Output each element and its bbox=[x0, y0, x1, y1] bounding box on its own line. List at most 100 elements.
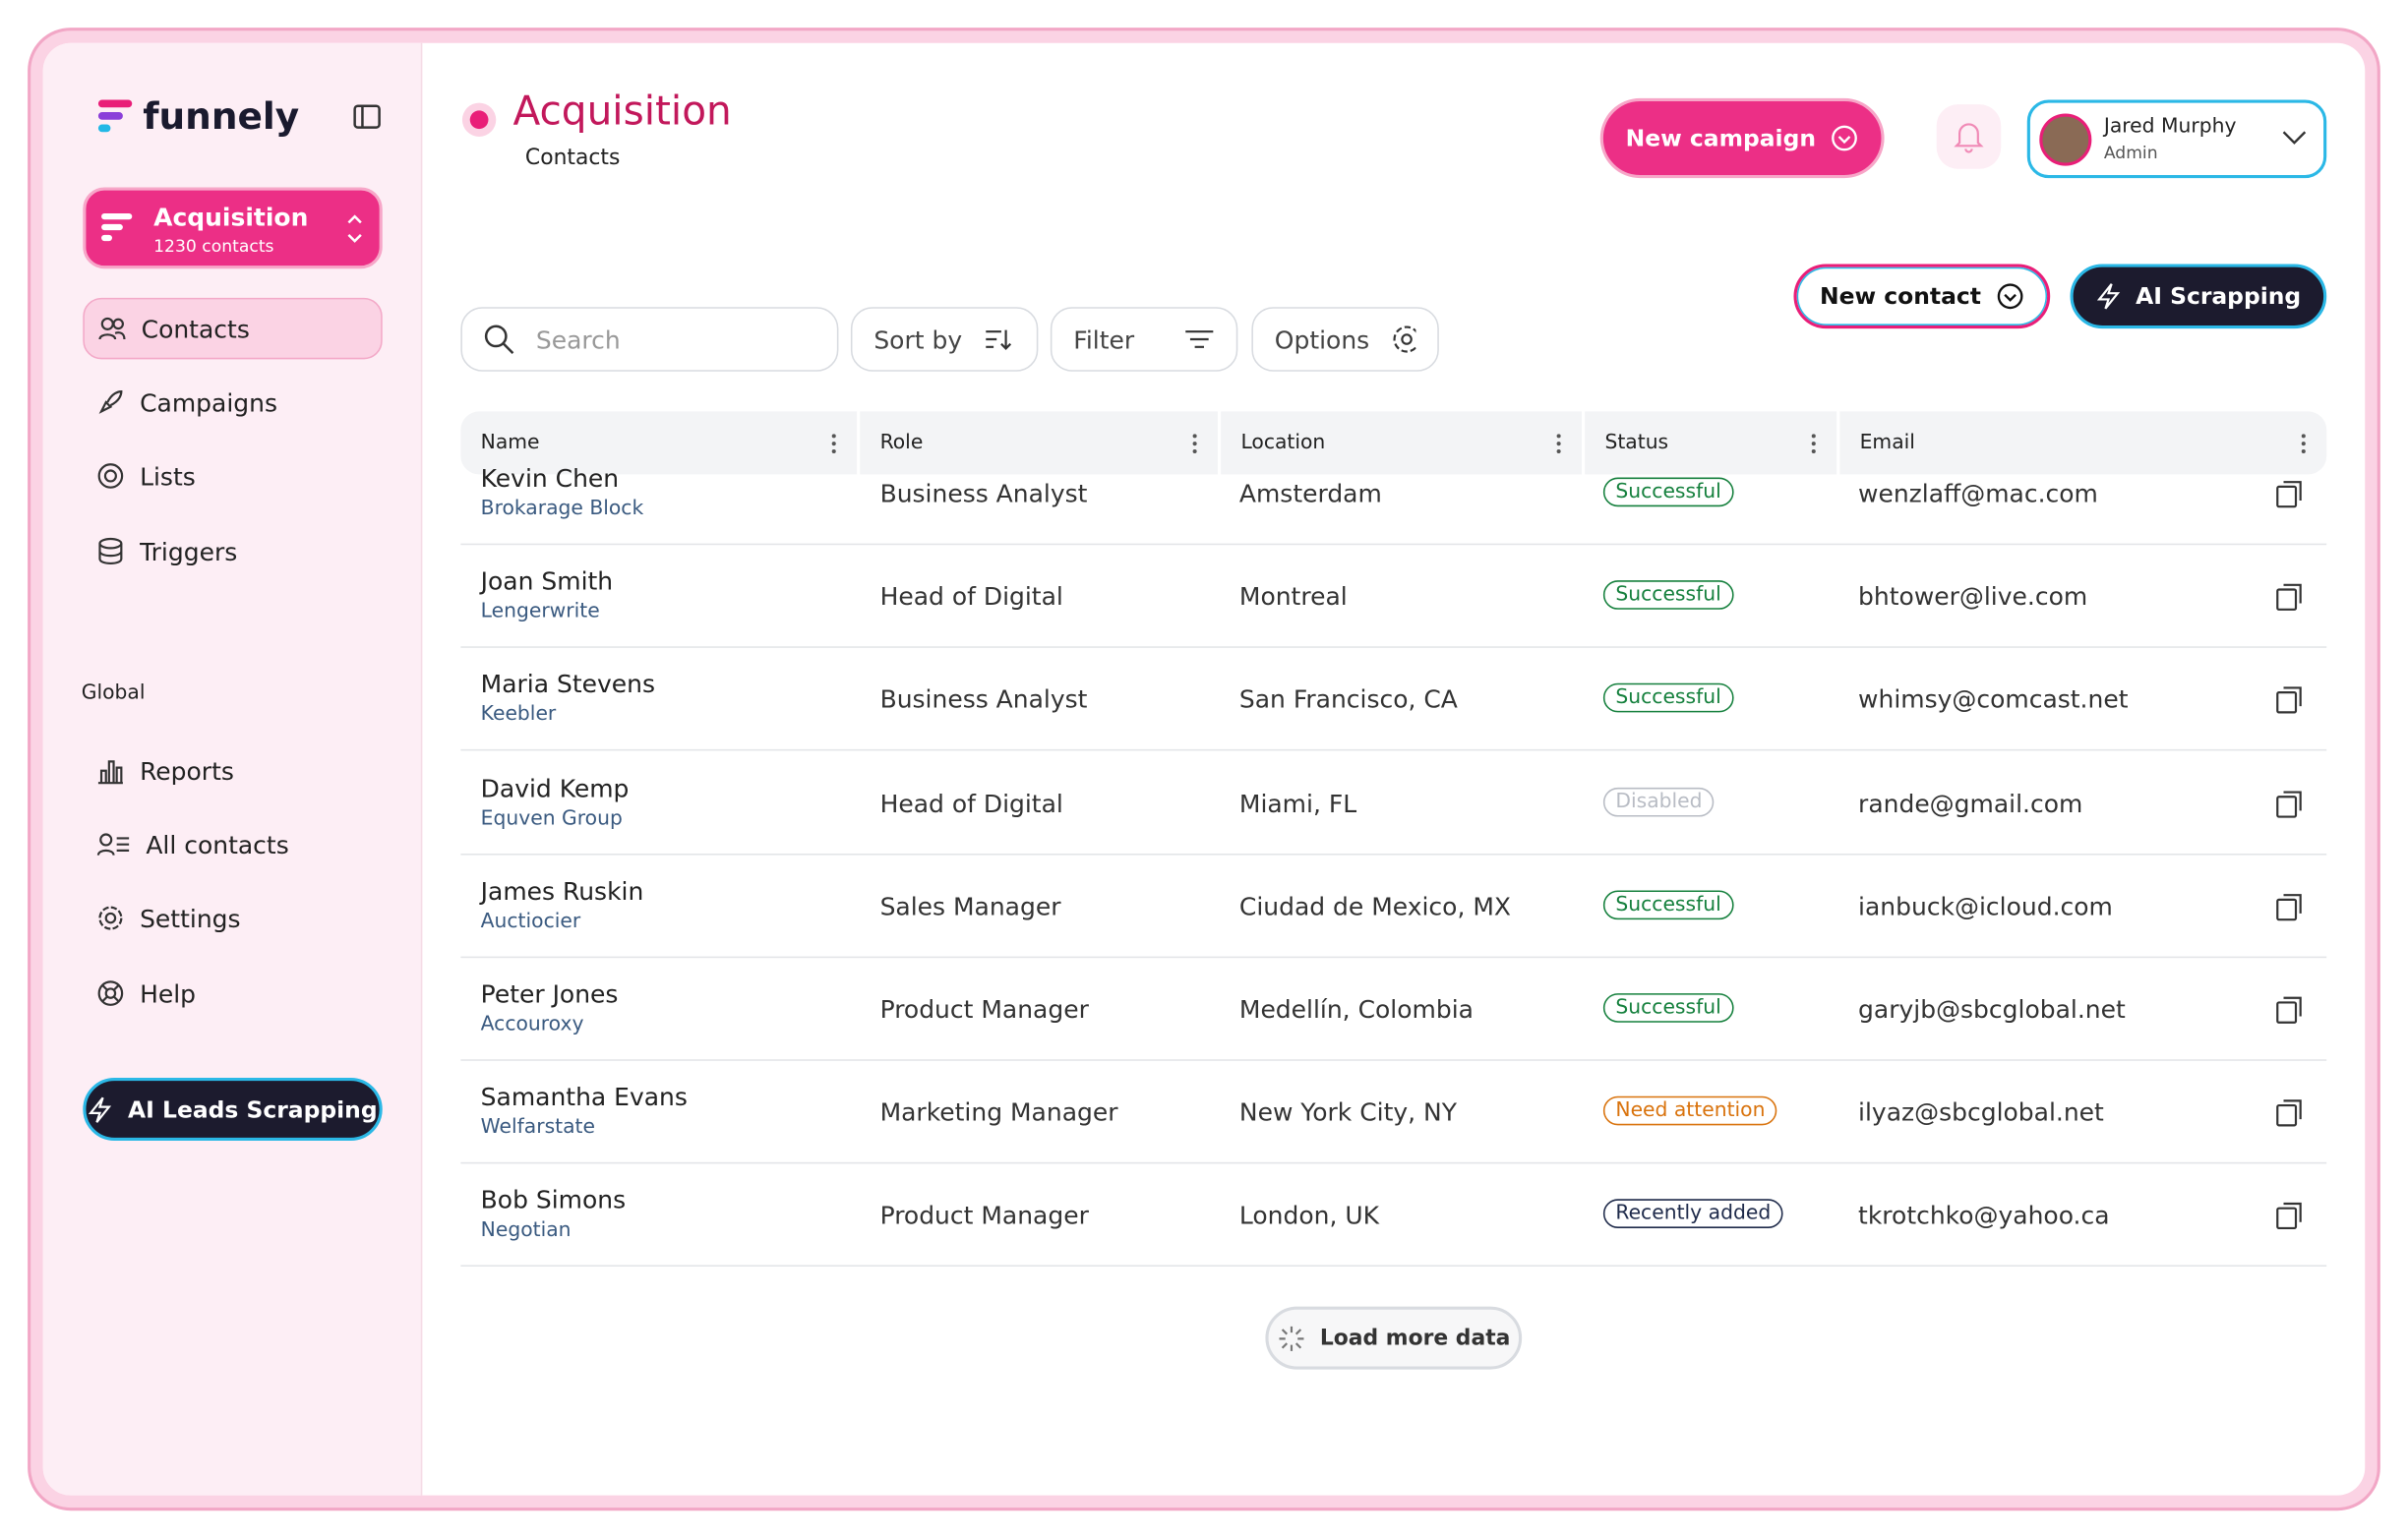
ai-scrapping-button[interactable]: AI Scrapping bbox=[2070, 264, 2327, 329]
status-dot bbox=[461, 102, 497, 137]
status-badge: Successful bbox=[1602, 477, 1734, 507]
sort-button[interactable]: Sort by bbox=[850, 307, 1039, 372]
column-menu[interactable] bbox=[831, 432, 837, 453]
chevron bbox=[2282, 131, 2307, 145]
copy-button[interactable] bbox=[2276, 996, 2304, 1024]
user-menu[interactable]: Jared Murphy Admin bbox=[2026, 99, 2327, 179]
copy-button[interactable] bbox=[2276, 686, 2304, 715]
icon bbox=[1832, 125, 1858, 151]
collapse-icon[interactable] bbox=[353, 104, 381, 129]
header-label: Role bbox=[879, 431, 924, 455]
nav-item[interactable]: All contacts bbox=[83, 813, 382, 874]
nav-label: Lists bbox=[140, 461, 196, 491]
icon bbox=[97, 463, 124, 489]
location: New York City, NY bbox=[1238, 1097, 1457, 1128]
button-label: New campaign bbox=[1625, 124, 1817, 152]
nav-item[interactable]: Contacts bbox=[83, 297, 383, 360]
column-header[interactable]: Role bbox=[860, 411, 1219, 475]
location: Montreal bbox=[1238, 581, 1348, 612]
contact-company: Brokarage Block bbox=[480, 497, 644, 521]
avatar bbox=[2039, 113, 2092, 166]
column-header[interactable]: Email bbox=[1839, 411, 2327, 475]
filter-button[interactable]: Filter bbox=[1050, 307, 1238, 372]
copy-button[interactable] bbox=[2276, 893, 2304, 920]
icon bbox=[1393, 325, 1416, 353]
status-badge: Disabled bbox=[1602, 787, 1716, 816]
options-button[interactable]: Options bbox=[1251, 307, 1439, 372]
sidebar: funnely Acquisition 1230 contacts Contac… bbox=[42, 42, 423, 1496]
email: whimsy@comcast.net bbox=[1858, 684, 2129, 715]
bolt-icon bbox=[89, 1095, 112, 1123]
nav-label: Campaigns bbox=[140, 387, 277, 417]
contact-company: Auctiocier bbox=[480, 910, 581, 933]
location: Medellín, Colombia bbox=[1238, 994, 1474, 1025]
contact-name: Bob Simons bbox=[480, 1185, 627, 1215]
nav-item[interactable]: Triggers bbox=[83, 520, 382, 581]
search-input[interactable]: Search bbox=[460, 307, 839, 372]
column-menu[interactable] bbox=[1191, 432, 1197, 453]
contact-company: Lengerwrite bbox=[480, 600, 600, 624]
button-label: AI Scrapping bbox=[2136, 282, 2302, 311]
icon bbox=[98, 537, 123, 565]
row-divider bbox=[460, 749, 2327, 752]
brand: funnely bbox=[143, 94, 300, 139]
icon bbox=[97, 980, 124, 1006]
chevrons bbox=[347, 214, 362, 243]
icon bbox=[1997, 283, 2023, 310]
column-header[interactable]: Status bbox=[1585, 411, 1837, 475]
user-name: Jared Murphy bbox=[2103, 115, 2237, 139]
button-label: Load more data bbox=[1319, 1326, 1511, 1351]
status-badge: Successful bbox=[1602, 993, 1734, 1023]
column-header[interactable]: Location bbox=[1221, 411, 1583, 475]
new-campaign-button[interactable]: New campaign bbox=[1599, 97, 1885, 179]
contact-company: Negotian bbox=[480, 1219, 572, 1243]
nav-item[interactable]: Lists bbox=[83, 445, 382, 506]
nav-label: Contacts bbox=[141, 314, 250, 343]
nav-label: Reports bbox=[140, 755, 234, 786]
column-header[interactable]: Name bbox=[460, 411, 858, 475]
column-menu[interactable] bbox=[2301, 432, 2307, 453]
window: funnely Acquisition 1230 contacts Contac… bbox=[42, 42, 2366, 1496]
nav-item[interactable]: Reports bbox=[83, 739, 382, 800]
icon bbox=[97, 760, 123, 785]
role: Head of Digital bbox=[879, 581, 1063, 612]
copy-button[interactable] bbox=[2276, 1203, 2304, 1230]
copy-button[interactable] bbox=[2276, 790, 2304, 818]
email: ilyaz@sbcglobal.net bbox=[1858, 1097, 2104, 1128]
role: Business Analyst bbox=[879, 684, 1088, 715]
copy-button[interactable] bbox=[2276, 481, 2304, 508]
page-subtitle: Contacts bbox=[524, 146, 621, 171]
row-divider bbox=[460, 646, 2327, 649]
status-badge: Recently added bbox=[1602, 1199, 1783, 1229]
notifications[interactable] bbox=[1936, 104, 2002, 169]
copy-button[interactable] bbox=[2276, 584, 2304, 612]
email: wenzlaff@mac.com bbox=[1858, 479, 2098, 508]
ai-leads-button[interactable]: AI Leads Scrapping bbox=[83, 1077, 383, 1141]
load-more-button[interactable]: Load more data bbox=[1265, 1306, 1523, 1370]
icon bbox=[98, 906, 123, 930]
role: Marketing Manager bbox=[879, 1097, 1118, 1128]
status-badge: Need attention bbox=[1602, 1095, 1777, 1126]
row-divider bbox=[460, 853, 2327, 855]
copy-button[interactable] bbox=[2276, 1099, 2304, 1127]
contact-name: Joan Smith bbox=[480, 566, 614, 597]
icon bbox=[96, 833, 130, 856]
contact-name: Samantha Evans bbox=[480, 1082, 688, 1112]
contact-company: Keebler bbox=[480, 703, 557, 728]
role: Product Manager bbox=[879, 1201, 1089, 1231]
nav-item[interactable]: Help bbox=[83, 963, 382, 1024]
nav-item[interactable]: Campaigns bbox=[83, 372, 382, 433]
icon bbox=[98, 390, 123, 414]
workspace-switcher[interactable]: Acquisition 1230 contacts bbox=[83, 187, 383, 269]
contact-company: Welfarstate bbox=[480, 1116, 596, 1140]
contact-company: Equven Group bbox=[480, 806, 623, 830]
row-divider bbox=[460, 1162, 2327, 1164]
button-label: New contact bbox=[1819, 282, 1981, 311]
nav-item[interactable]: Settings bbox=[83, 887, 382, 948]
column-menu[interactable] bbox=[1555, 432, 1561, 453]
new-contact-button[interactable]: New contact bbox=[1793, 264, 2051, 329]
row-divider bbox=[460, 1059, 2327, 1061]
column-menu[interactable] bbox=[1811, 432, 1817, 453]
workspace-name: Acquisition bbox=[153, 203, 309, 232]
